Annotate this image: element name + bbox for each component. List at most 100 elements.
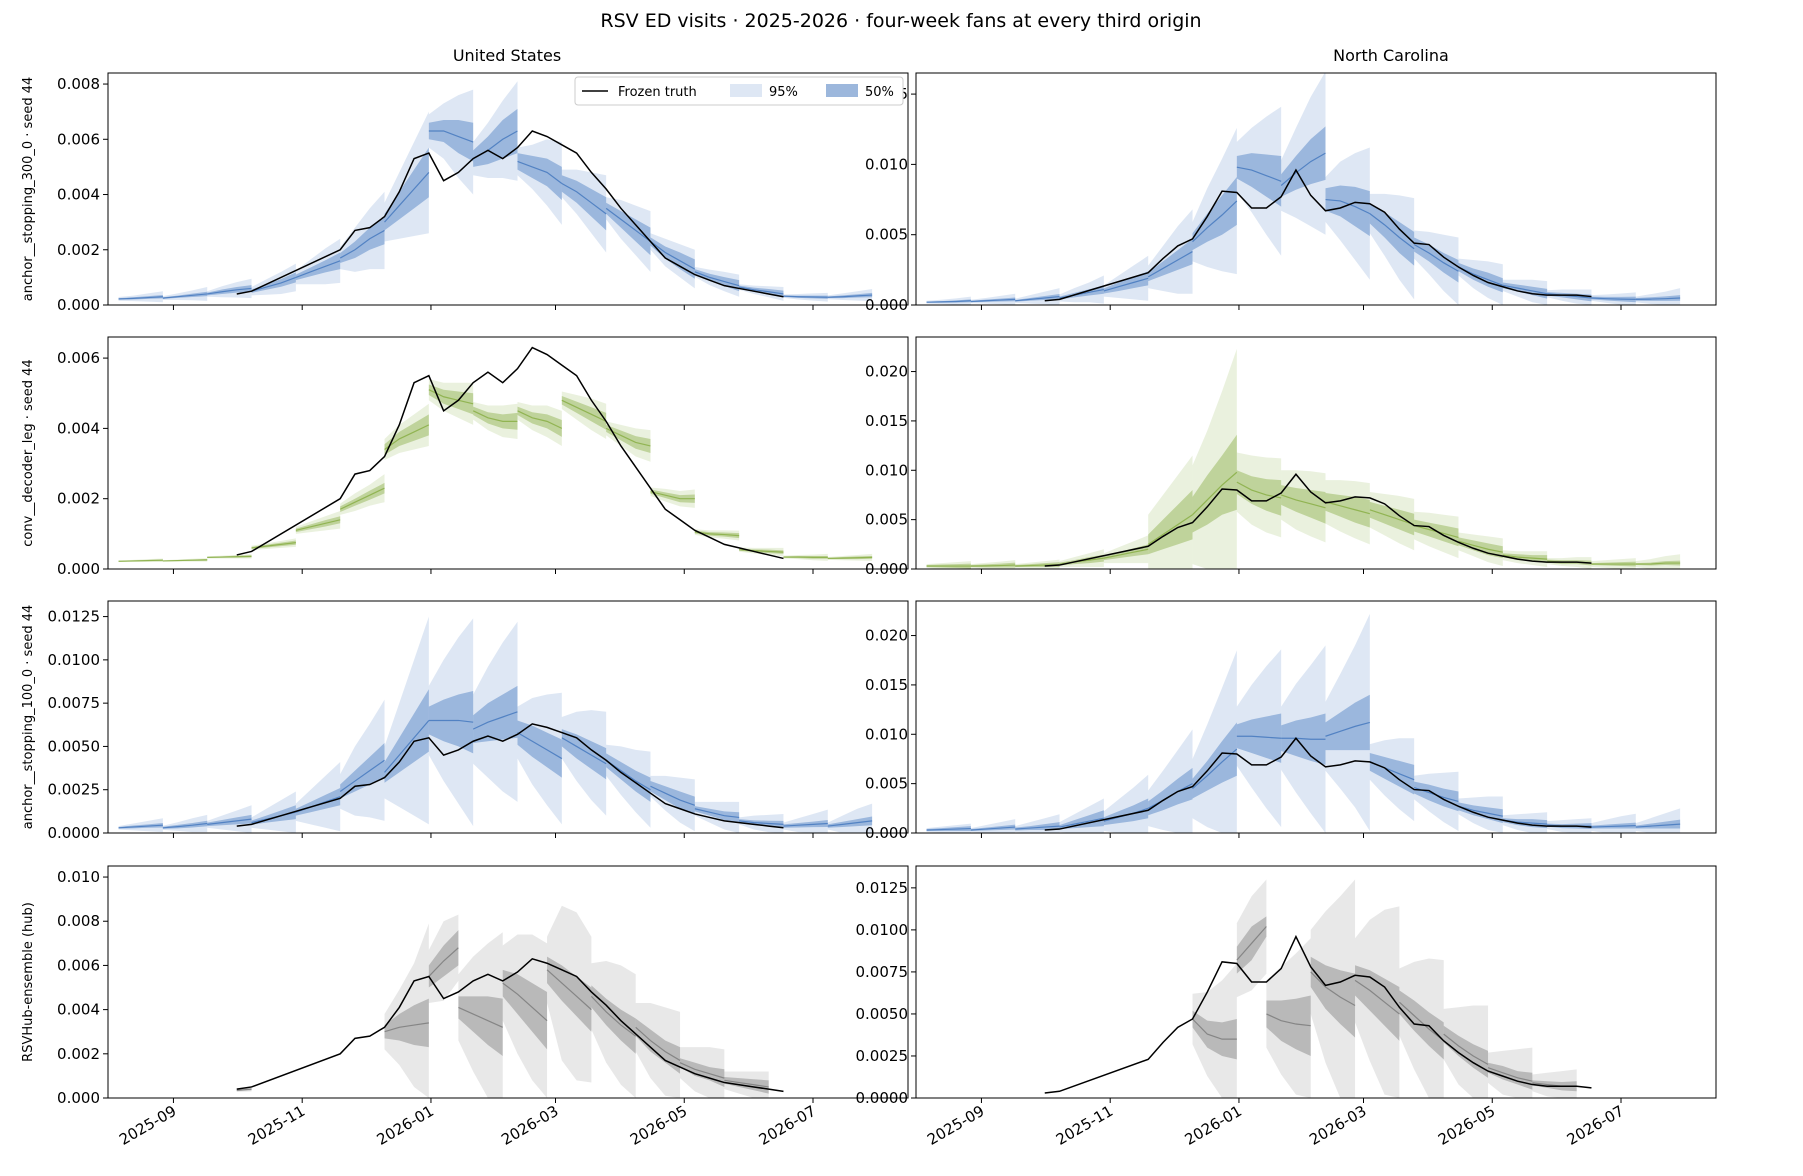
pi50-band-7 <box>1236 713 1282 763</box>
median-line-8 <box>472 711 518 730</box>
y-tick-label: 0.0050 <box>856 1005 909 1023</box>
pi50-band-9 <box>517 720 562 778</box>
median-line-12 <box>650 240 696 270</box>
median-line-6 <box>1443 1033 1489 1065</box>
plot-area <box>118 346 873 562</box>
pi50-band-5 <box>547 956 592 1032</box>
legend-pi95-swatch <box>730 84 762 97</box>
y-tick-label: 0.0000 <box>48 824 101 842</box>
pi95-band-6 <box>591 961 636 1098</box>
pi95-band-11 <box>1414 771 1459 832</box>
pi95-band-13 <box>1502 550 1548 568</box>
pi50-band-2 <box>1266 995 1311 1056</box>
pi95-band-4 <box>1355 906 1400 1098</box>
pi95-band-1 <box>970 560 1016 569</box>
pi95-band-6 <box>384 616 429 825</box>
pi95-band-9 <box>1325 147 1370 280</box>
legend-pi50-label: 50% <box>865 85 894 100</box>
median-line-0 <box>1192 1018 1237 1040</box>
panel-r2c0: 0.0000 0.0025 0.0050 0.0075 0.0100 0.0125 anch… <box>21 600 909 842</box>
pi50-band-8 <box>1281 126 1326 197</box>
pi95-band-14 <box>1547 557 1592 569</box>
pi95-band-2 <box>1015 559 1060 569</box>
median-line-0 <box>926 827 971 831</box>
x-tick-label: 2026-05 <box>1435 1102 1498 1149</box>
pi50-band-9 <box>1325 185 1370 237</box>
median-line-1 <box>1236 926 1267 961</box>
pi50-band-0 <box>1192 1010 1237 1060</box>
pi95-band-3 <box>251 263 296 296</box>
pi50-band-12 <box>650 489 695 503</box>
pi50-band-12 <box>650 781 695 814</box>
median-line-1 <box>970 298 1016 303</box>
x-tick-label: 2026-07 <box>1564 1102 1627 1149</box>
pi95-band-6 <box>1192 650 1237 833</box>
pi95-band-0 <box>926 823 971 833</box>
pi95-band-11 <box>1414 230 1459 305</box>
pi95-band-12 <box>650 775 695 832</box>
pi95-band-6 <box>1192 348 1237 569</box>
panel-r3c0: 0.000 0.002 0.004 0.006 0.008 0.010 2025-09 202… <box>21 865 909 1149</box>
pi95-band-16 <box>827 803 873 833</box>
truth-line <box>236 130 784 298</box>
pi95-band-0 <box>1192 963 1237 1098</box>
legend-pi95-label: 95% <box>769 85 798 100</box>
pi50-band-7 <box>1488 1062 1533 1090</box>
median-line-6 <box>384 172 430 223</box>
y-tick-label: 0.004 <box>57 186 100 204</box>
median-line-8 <box>1281 737 1326 740</box>
truth-line <box>236 346 784 560</box>
y-tick-label: 0.015 <box>865 676 908 694</box>
pi50-band-7 <box>428 384 474 415</box>
y-tick-label: 0.000 <box>57 1089 100 1107</box>
pi95-band-7 <box>1236 452 1282 538</box>
pi50-band-7 <box>1236 153 1282 207</box>
median-line-6 <box>1192 748 1238 790</box>
truth-line <box>236 957 784 1093</box>
pi50-band-10 <box>1369 501 1415 536</box>
figure-title: RSV ED visits · 2025-2026 · four-week fa… <box>600 10 1201 32</box>
y-tick-label: 0.015 <box>865 412 908 430</box>
plot-area <box>926 613 1681 833</box>
y-tick-label: 0.0125 <box>48 608 101 626</box>
median-line-9 <box>1325 501 1370 515</box>
x-tick-label: 2025-09 <box>924 1102 987 1149</box>
median-line-11 <box>605 207 651 242</box>
x-tick-label: 2026-01 <box>374 1102 437 1149</box>
pi95-band-7 <box>428 379 474 425</box>
pi95-band-8 <box>473 621 518 802</box>
y-tick-label: 0.002 <box>57 241 100 259</box>
pi95-band-4 <box>502 934 548 1098</box>
pi50-band-9 <box>1325 694 1370 751</box>
y-tick-label: 0.020 <box>865 627 908 645</box>
pi50-band-1 <box>1236 916 1267 974</box>
median-line-11 <box>1413 244 1459 272</box>
pi50-band-2 <box>428 930 459 988</box>
y-tick-label: 0.000 <box>865 560 908 578</box>
pi95-band-12 <box>650 487 695 508</box>
pi95-band-10 <box>561 169 607 253</box>
pi95-band-9 <box>517 402 562 446</box>
median-line-13 <box>694 271 740 287</box>
y-tick-label: 0.0000 <box>856 1089 909 1107</box>
median-line-15 <box>1591 824 1636 828</box>
pi95-band-8 <box>473 402 518 439</box>
pi95-band-0 <box>118 818 163 833</box>
pi95-band-13 <box>694 266 740 297</box>
median-line-8 <box>679 1062 725 1079</box>
pi95-band-7 <box>428 618 474 827</box>
pi95-band-8 <box>680 1047 725 1098</box>
row-label: anchor__stopping_100_0 · seed 44 <box>21 605 36 830</box>
median-line-12 <box>650 491 695 500</box>
plot-area <box>926 348 1681 569</box>
median-line-10 <box>561 182 607 215</box>
pi95-band-13 <box>694 529 740 541</box>
median-line-13 <box>694 808 740 819</box>
pi50-band-4 <box>502 969 548 1050</box>
pi95-band-7 <box>1488 1047 1533 1098</box>
median-line-1 <box>384 1022 429 1033</box>
y-tick-label: 0.005 <box>865 511 908 529</box>
x-tick-label: 2026-03 <box>498 1102 561 1149</box>
y-tick-label: 0.006 <box>57 956 100 974</box>
pi95-band-10 <box>1369 738 1415 822</box>
